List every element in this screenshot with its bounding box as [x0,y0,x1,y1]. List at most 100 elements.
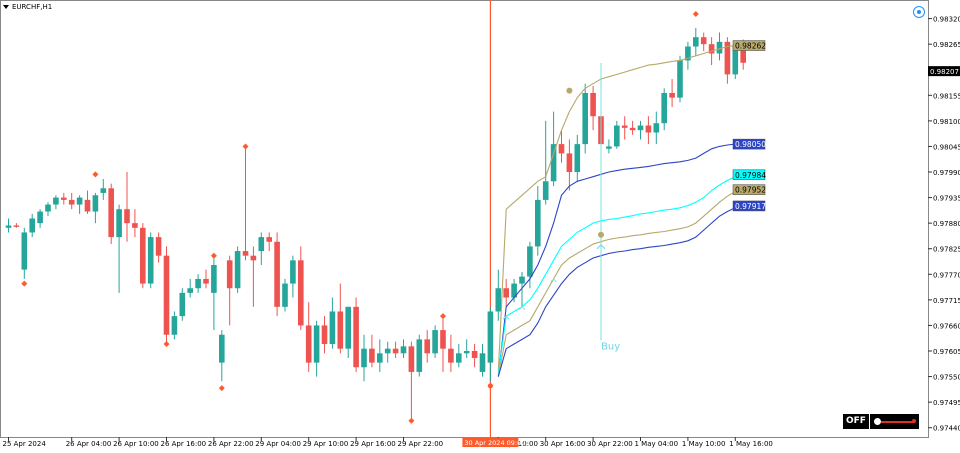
candle-body[interactable] [100,188,107,193]
candle-body[interactable] [700,37,707,45]
candle-body[interactable] [361,348,367,368]
candle-body[interactable] [432,330,438,354]
candle-body[interactable] [400,346,407,354]
candle-body[interactable] [321,325,328,345]
candle-body[interactable] [463,350,470,354]
candle-body[interactable] [171,316,178,335]
candle-body[interactable] [163,255,170,335]
candle-body[interactable] [558,144,565,154]
candle-body[interactable] [542,181,549,200]
candle-body[interactable] [76,197,83,205]
candle-body[interactable] [345,306,351,349]
candle-body[interactable] [45,204,51,212]
candle-body[interactable] [298,260,304,326]
candle-body[interactable] [661,92,667,124]
candle-body[interactable] [179,292,186,317]
candle-body[interactable] [503,288,509,298]
candle-body[interactable] [708,44,715,54]
candle-body[interactable] [124,209,130,224]
candle-body[interactable] [377,353,383,363]
candle-body[interactable] [653,123,660,133]
candle-body[interactable] [629,127,636,131]
candle-body[interactable] [740,45,746,63]
candle-body[interactable] [645,125,652,133]
candle-body[interactable] [566,153,573,173]
candle-body[interactable] [614,125,620,147]
candle-body[interactable] [21,232,28,270]
candle-body[interactable] [29,218,35,233]
candle-body[interactable] [337,311,344,349]
candle-body[interactable] [242,251,249,256]
candle-body[interactable] [677,60,683,98]
candle-body[interactable] [716,41,723,54]
candle-body[interactable] [471,350,478,358]
candle-body[interactable] [392,348,399,354]
candle-body[interactable] [290,260,296,284]
candle-body[interactable] [155,237,162,256]
candle-body[interactable] [329,311,336,345]
candle-body[interactable] [195,278,201,289]
candle-body[interactable] [582,92,588,145]
candle-body[interactable] [606,146,612,149]
candle-body[interactable] [305,325,312,363]
candle-body[interactable] [226,260,233,289]
candle-body[interactable] [408,346,415,372]
symbol-selector[interactable]: EURCHF,H1 [3,3,52,11]
candle-body[interactable] [621,125,628,128]
candle-body[interactable] [685,46,691,61]
candle-body[interactable] [353,306,359,368]
candle-body[interactable] [637,125,644,131]
candle-body[interactable] [219,334,225,363]
candle-body[interactable] [234,251,241,289]
candle-body[interactable] [313,325,320,363]
candle-body[interactable] [282,283,288,307]
candle-body[interactable] [724,41,731,75]
candle-body[interactable] [258,237,265,252]
candle-body[interactable] [211,264,217,293]
candle-body[interactable] [92,195,99,212]
candle-body[interactable] [535,199,541,247]
candle-body[interactable] [590,92,596,117]
candle-body[interactable] [487,311,494,363]
candle-body[interactable] [693,37,699,47]
candle-body[interactable] [266,237,272,242]
candle-body[interactable] [550,144,557,182]
candle-body[interactable] [416,339,423,372]
toggle-knob[interactable] [874,418,881,425]
candle-body[interactable] [424,339,430,354]
candle-body[interactable] [456,353,462,363]
candle-body[interactable] [5,225,12,228]
candle-body[interactable] [203,278,209,284]
candle-body[interactable] [13,225,20,227]
candle-body[interactable] [68,199,75,205]
candle-body[interactable] [147,237,154,284]
candle-body[interactable] [527,246,533,277]
candle-body[interactable] [448,348,454,363]
settings-icon[interactable] [913,6,925,18]
candle-body[interactable] [53,197,59,205]
candle-body[interactable] [61,197,67,200]
candle-body[interactable] [132,223,138,228]
candle-body[interactable] [369,348,375,363]
candle-body[interactable] [440,330,446,349]
candle-body[interactable] [495,288,502,312]
candle-body[interactable] [140,227,146,284]
candle-body[interactable] [116,209,122,238]
candle-body[interactable] [519,276,525,284]
candle-body[interactable] [84,199,91,212]
candle-body[interactable] [669,92,675,98]
candle-body[interactable] [384,348,391,354]
candle-body[interactable] [187,288,193,293]
candle-body[interactable] [108,188,114,238]
dropdown-arrow-icon[interactable] [3,5,9,9]
candle-body[interactable] [574,144,581,173]
indicator-toggle[interactable]: OFF [843,414,919,429]
candle-body[interactable] [274,241,280,307]
candle-body[interactable] [37,211,43,224]
candle-body[interactable] [511,283,517,298]
candle-body[interactable] [732,45,739,75]
candle-body[interactable] [479,353,486,372]
candle-body[interactable] [250,255,257,261]
